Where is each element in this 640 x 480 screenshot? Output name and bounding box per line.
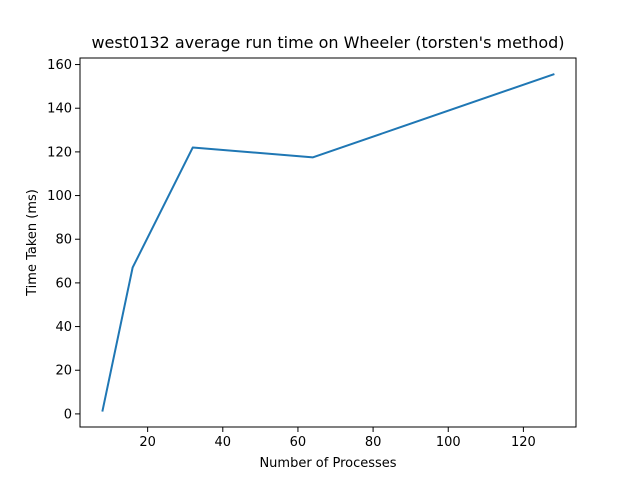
x-tick-label: 100 [436,435,461,450]
plot-area [79,57,577,428]
x-axis-label: Number of Processes [259,456,396,471]
series-layer [101,73,555,412]
y-tick-label: 140 [47,102,72,117]
x-tick-label: 60 [290,435,307,450]
x-tick-label: 120 [511,435,536,450]
y-tick-label: 60 [55,276,72,291]
y-tick-label: 120 [47,145,72,160]
y-axis: 0 20 40 60 80 100 120 140 160 [47,58,80,422]
plot-frame [79,57,577,428]
x-tick-label: 40 [215,435,232,450]
y-tick-label: 80 [55,233,72,248]
y-tick-label: 100 [47,189,72,204]
y-tick-label: 160 [47,58,72,73]
x-tick-label: 20 [139,435,156,450]
x-tick-label: 80 [365,435,382,450]
x-axis: 20 40 60 80 100 120 [139,427,536,450]
y-axis-label: Time Taken (ms) [25,189,40,297]
y-tick-label: 20 [55,364,72,379]
series-line-0 [101,73,555,412]
y-tick-label: 0 [64,407,72,422]
chart-title: west0132 average run time on Wheeler (to… [91,33,564,52]
y-tick-label: 40 [55,320,72,335]
